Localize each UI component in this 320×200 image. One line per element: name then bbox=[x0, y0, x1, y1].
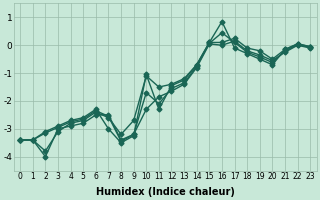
X-axis label: Humidex (Indice chaleur): Humidex (Indice chaleur) bbox=[96, 187, 235, 197]
